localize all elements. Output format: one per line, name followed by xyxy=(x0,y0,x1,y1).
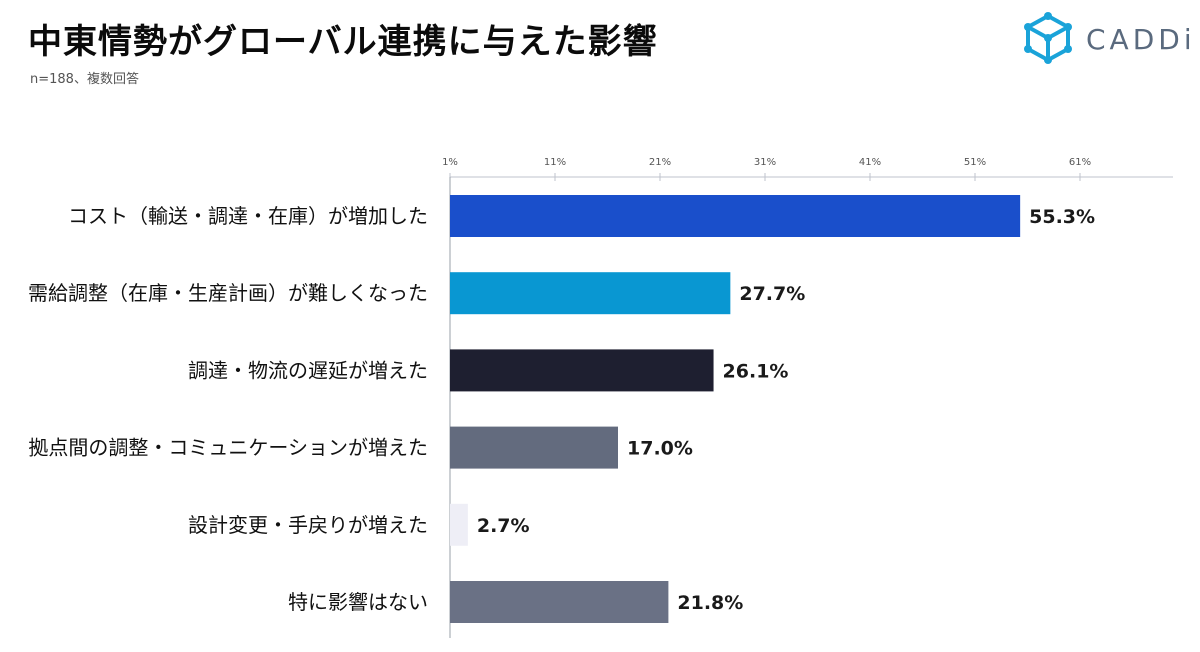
category-label: 設計変更・手戻りが増えた xyxy=(188,513,428,537)
x-tick-label: 11% xyxy=(544,157,566,168)
data-label: 21.8% xyxy=(677,592,743,614)
data-label: 26.1% xyxy=(723,360,789,382)
x-tick-label: 51% xyxy=(964,157,986,168)
x-tick-label: 21% xyxy=(649,157,671,168)
chart-subtitle: n=188、複数回答 xyxy=(30,72,139,87)
bar xyxy=(450,195,1021,237)
bar xyxy=(450,581,669,623)
x-tick-label: 41% xyxy=(859,157,881,168)
data-label: 27.7% xyxy=(739,283,805,305)
bar xyxy=(450,349,714,392)
category-label: 特に影響はない xyxy=(288,590,428,614)
category-label: 調達・物流の遅延が増えた xyxy=(188,358,428,382)
x-tick-label: 31% xyxy=(754,157,776,168)
data-label: 17.0% xyxy=(627,438,693,460)
data-label: 55.3% xyxy=(1029,206,1095,228)
x-tick-label: 61% xyxy=(1069,157,1091,168)
chart-title: 中東情勢がグローバル連携に与えた影響 xyxy=(28,22,658,62)
bar xyxy=(450,426,618,469)
bar xyxy=(450,503,468,546)
category-label: 拠点間の調整・コミュニケーションが増えた xyxy=(28,436,428,460)
category-label: 需給調整（在庫・生産計画）が難しくなった xyxy=(28,281,428,305)
category-label: コスト（輸送・調達・在庫）が増加した xyxy=(68,204,428,228)
x-tick-label: 1% xyxy=(442,157,458,168)
bar xyxy=(450,272,731,315)
cube-icon xyxy=(1024,12,1072,64)
caddi-logo: CADDi xyxy=(1020,10,1192,66)
data-label: 2.7% xyxy=(477,515,530,537)
logo-text: CADDi xyxy=(1086,23,1196,56)
